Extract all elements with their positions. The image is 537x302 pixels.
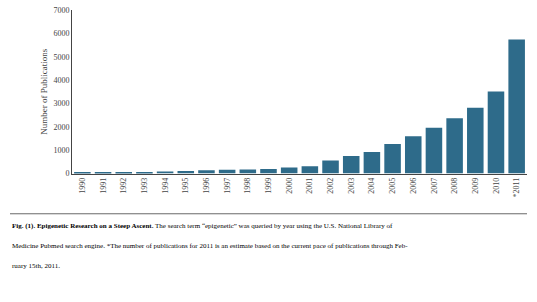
svg-text:1000: 1000	[53, 146, 69, 155]
svg-text:2000: 2000	[53, 123, 69, 132]
svg-text:7000: 7000	[53, 6, 69, 15]
svg-text:1998: 1998	[243, 178, 252, 194]
svg-text:1995: 1995	[181, 178, 190, 194]
svg-text:0: 0	[65, 169, 69, 178]
svg-text:1990: 1990	[78, 178, 87, 194]
svg-text:2006: 2006	[409, 178, 418, 194]
svg-text:1993: 1993	[140, 178, 149, 194]
svg-text:Fig. (1). Epigenetic Research: Fig. (1). Epigenetic Research on a Steep…	[12, 222, 393, 230]
svg-text:2010: 2010	[492, 178, 501, 194]
svg-text:Number of Publications: Number of Publications	[39, 48, 49, 134]
svg-text:2008: 2008	[450, 178, 459, 194]
svg-text:6000: 6000	[53, 29, 69, 38]
svg-text:ruary 15th, 2011.: ruary 15th, 2011.	[12, 262, 60, 270]
svg-text:*2011: *2011	[512, 178, 521, 198]
svg-text:2007: 2007	[430, 178, 439, 194]
svg-text:2005: 2005	[388, 178, 397, 194]
svg-text:1999: 1999	[264, 178, 273, 194]
svg-text:5000: 5000	[53, 53, 69, 62]
svg-text:1996: 1996	[202, 178, 211, 194]
svg-text:1992: 1992	[119, 178, 128, 194]
svg-text:Medicine Pubmed search engine.: Medicine Pubmed search engine. *The numb…	[12, 242, 408, 250]
svg-text:2001: 2001	[305, 178, 314, 194]
svg-text:2002: 2002	[326, 178, 335, 194]
svg-text:2004: 2004	[368, 178, 377, 194]
svg-text:2003: 2003	[347, 178, 356, 194]
svg-text:2009: 2009	[471, 178, 480, 194]
svg-text:1991: 1991	[99, 178, 108, 194]
svg-text:3000: 3000	[53, 99, 69, 108]
svg-text:2000: 2000	[285, 178, 294, 194]
svg-text:1997: 1997	[223, 178, 232, 194]
svg-text:4000: 4000	[53, 76, 69, 85]
svg-text:1994: 1994	[161, 178, 170, 194]
